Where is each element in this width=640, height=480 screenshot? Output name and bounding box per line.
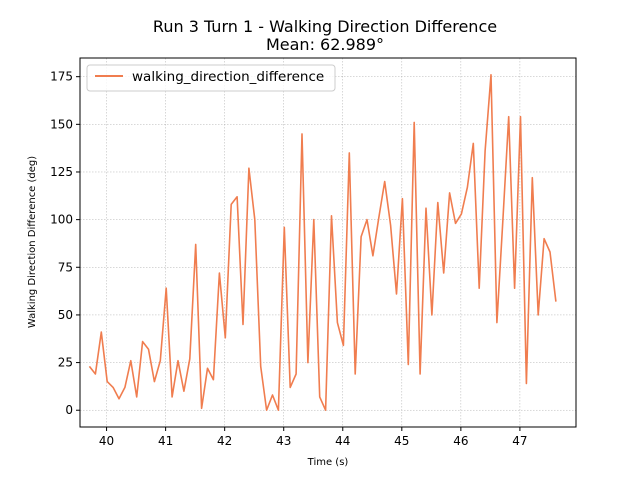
y-tick-label: 50 [58, 308, 73, 322]
y-tick-label: 25 [58, 356, 73, 370]
series-layer [88, 74, 557, 412]
x-axis-label: Time (s) [307, 457, 349, 468]
y-axis-label: Walking Direction Difference (deg) [27, 156, 38, 328]
x-tick-label: 45 [394, 434, 409, 448]
y-tick-label: 150 [50, 117, 73, 131]
y-tick-label: 75 [58, 260, 73, 274]
x-tick-label: 47 [512, 434, 527, 448]
x-tick-label: 41 [158, 434, 173, 448]
legend-label: walking_direction_difference [132, 69, 324, 85]
x-axis: 40 41 42 43 44 45 46 47 [99, 427, 528, 448]
y-tick-label: 0 [65, 403, 73, 417]
legend: walking_direction_difference [86, 64, 336, 92]
y-tick-label: 100 [50, 213, 73, 227]
y-tick-label: 175 [50, 70, 73, 84]
chart-subtitle: Mean: 62.989° [266, 35, 384, 54]
x-tick-label: 44 [335, 434, 350, 448]
y-axis: 0 25 50 75 100 125 150 175 [50, 70, 80, 417]
legend-box [86, 64, 336, 92]
series-line [88, 74, 557, 412]
chart-title: Run 3 Turn 1 - Walking Direction Differe… [153, 17, 497, 36]
x-tick-label: 43 [276, 434, 291, 448]
x-tick-label: 42 [217, 434, 232, 448]
plot-area-frame [79, 57, 577, 428]
x-tick-label: 40 [99, 434, 114, 448]
y-tick-label: 125 [50, 165, 73, 179]
x-tick-label: 46 [453, 434, 468, 448]
